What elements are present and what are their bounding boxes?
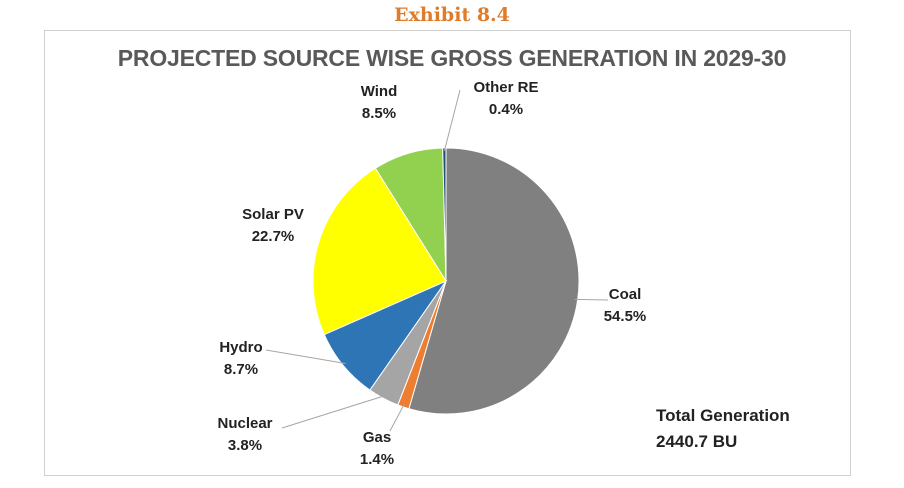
slice-name-hydro: Hydro [219,339,263,356]
slice-value-wind: 8.5% [361,105,397,122]
total-generation: Total Generation 2440.7 BU [656,403,790,455]
slice-name-other-re: Other RE [473,79,539,96]
leader-line-other-re [443,89,461,152]
leader-line-gas [389,403,405,432]
slice-label-hydro: Hydro 8.7% [206,337,276,381]
slice-name-solar-pv: Solar PV [242,206,304,223]
slice-label-coal: Coal 54.5% [590,284,660,328]
slice-value-gas: 1.4% [359,451,395,468]
slice-label-other-re: Other RE 0.4% [461,77,551,121]
slice-name-wind: Wind [360,83,398,100]
slice-label-gas: Gas 1.4% [342,427,412,471]
leader-line-coal [574,298,609,301]
exhibit-label: Exhibit 8.4 [394,4,510,26]
total-generation-value: 2440.7 BU [656,432,738,451]
slice-name-gas: Gas [362,429,392,446]
slice-value-hydro: 8.7% [223,361,259,378]
slice-value-coal: 54.5% [603,308,647,325]
chart-title: PROJECTED SOURCE WISE GROSS GENERATION I… [117,45,787,71]
slice-name-nuclear: Nuclear [217,415,273,432]
pie-slice-solar-pv [312,167,447,336]
slice-value-solar-pv: 22.7% [251,228,295,245]
slice-label-nuclear: Nuclear 3.8% [205,413,285,457]
slice-label-wind: Wind 8.5% [344,81,414,125]
slice-name-coal: Coal [608,286,642,303]
leader-line-hydro [265,349,346,365]
slice-value-nuclear: 3.8% [227,437,263,454]
total-generation-label: Total Generation [656,406,790,425]
slice-label-solar-pv: Solar PV 22.7% [228,204,318,248]
slice-value-other-re: 0.4% [488,101,524,118]
leader-line-nuclear [281,395,385,429]
pie-slice-other-re [442,147,447,282]
